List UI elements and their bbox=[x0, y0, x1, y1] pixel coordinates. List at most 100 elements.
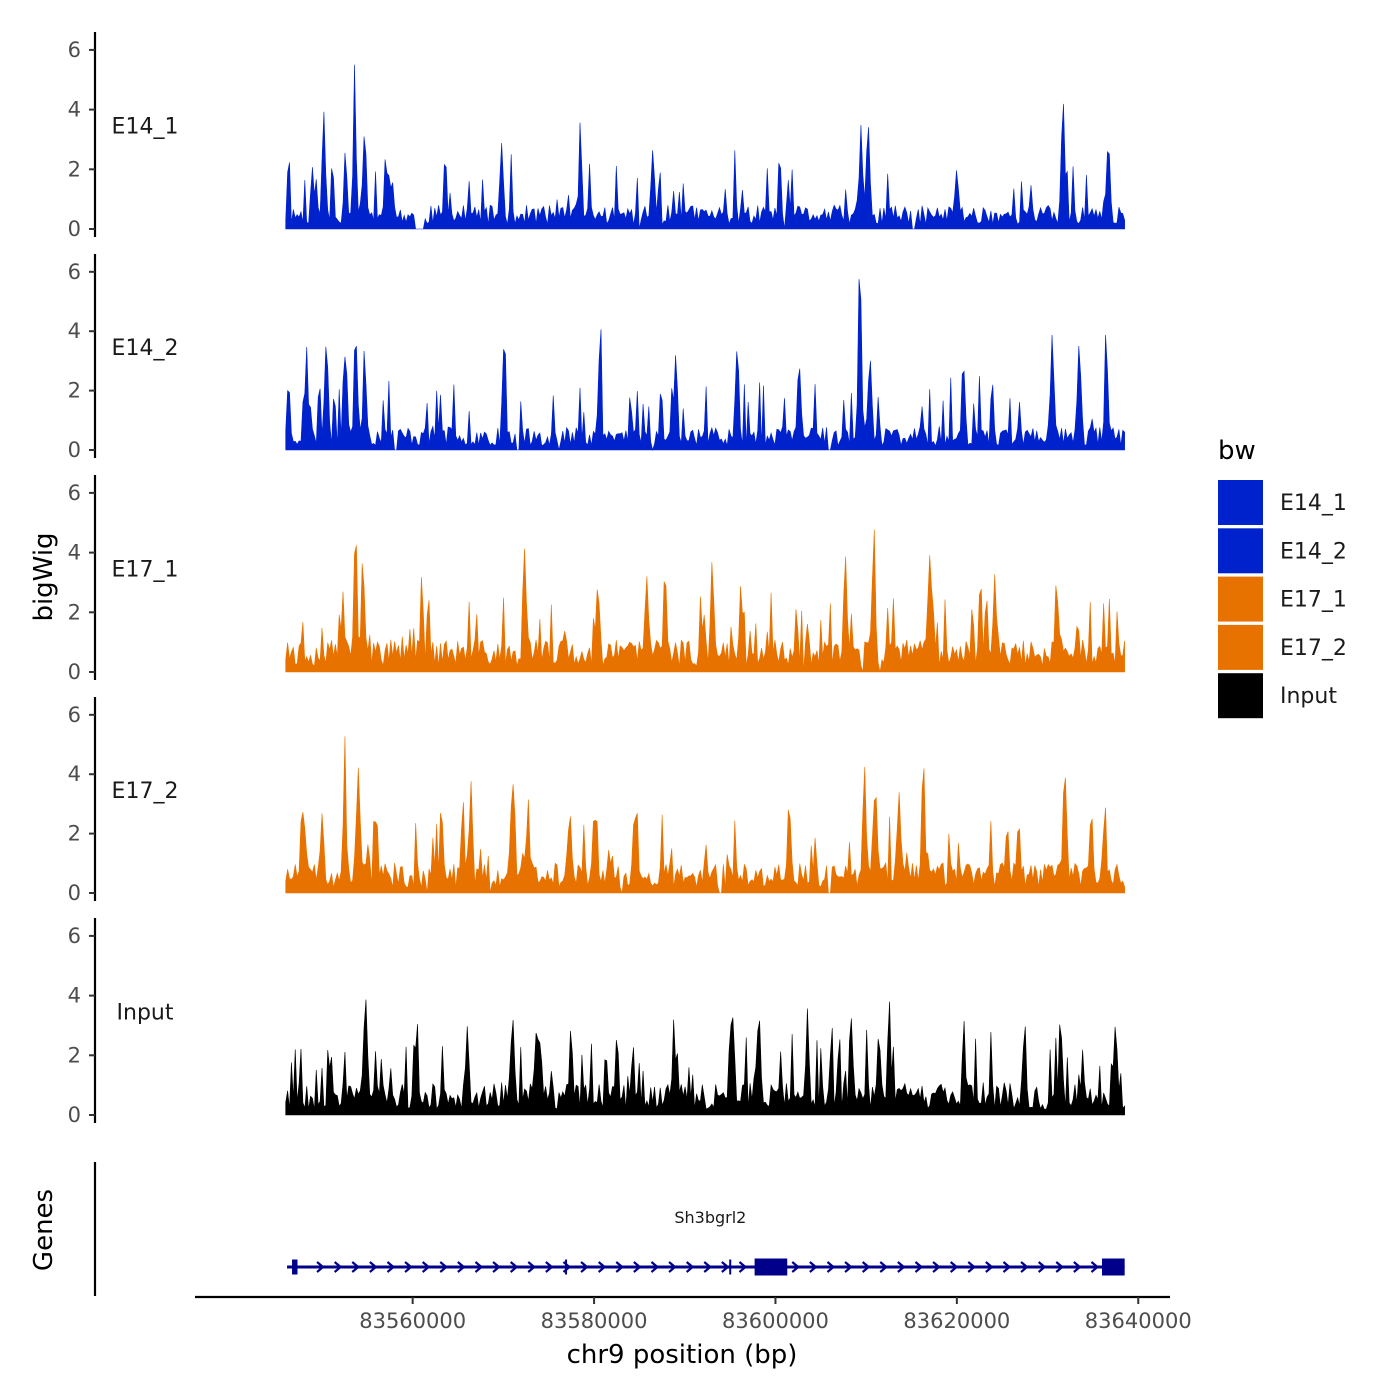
gene-exon bbox=[292, 1259, 298, 1275]
signal-area bbox=[285, 999, 1125, 1116]
strand-arrow bbox=[738, 1261, 748, 1273]
strand-arrow bbox=[703, 1261, 712, 1273]
strand-arrow bbox=[861, 1261, 871, 1273]
strand-arrow bbox=[474, 1261, 484, 1273]
x-tick-label: 83560000 bbox=[359, 1309, 466, 1333]
track-label: E17_1 bbox=[112, 557, 179, 582]
strand-arrow bbox=[914, 1261, 924, 1273]
gene-exon bbox=[729, 1259, 732, 1275]
track-label: E17_2 bbox=[112, 779, 179, 804]
signal-area bbox=[285, 736, 1125, 894]
track-label: E14_2 bbox=[112, 336, 179, 361]
x-tick-label: 83600000 bbox=[722, 1309, 829, 1333]
genes-panel-title: Genes bbox=[29, 1189, 59, 1271]
strand-arrow bbox=[492, 1261, 501, 1273]
strand-arrow bbox=[809, 1261, 818, 1273]
y-tick-label: 6 bbox=[68, 924, 81, 948]
strand-arrow bbox=[527, 1261, 536, 1273]
signal-area bbox=[285, 529, 1125, 673]
legend-label: E14_2 bbox=[1280, 539, 1347, 564]
strand-arrow bbox=[404, 1261, 413, 1273]
strand-arrow bbox=[1090, 1261, 1100, 1273]
y-axis-title: bigWig bbox=[29, 532, 59, 621]
strand-arrow bbox=[615, 1261, 624, 1273]
y-tick-label: 2 bbox=[68, 600, 81, 624]
strand-arrow bbox=[1055, 1261, 1064, 1273]
strand-arrow bbox=[1037, 1261, 1047, 1273]
strand-arrow bbox=[633, 1261, 642, 1273]
y-tick-label: 2 bbox=[68, 1043, 81, 1067]
strand-arrow bbox=[650, 1261, 660, 1273]
strand-arrow bbox=[333, 1261, 343, 1273]
legend-key-e17-2 bbox=[1218, 624, 1263, 670]
x-tick-label: 83580000 bbox=[541, 1309, 648, 1333]
strand-arrow bbox=[949, 1261, 959, 1273]
y-tick-label: 0 bbox=[68, 217, 81, 241]
y-tick-label: 0 bbox=[68, 660, 81, 684]
strand-arrow bbox=[351, 1261, 360, 1273]
gene-name: Sh3bgrl2 bbox=[674, 1208, 746, 1227]
strand-arrow bbox=[879, 1261, 888, 1273]
y-tick-label: 4 bbox=[68, 98, 81, 122]
strand-arrow bbox=[369, 1261, 378, 1273]
gene-exon bbox=[565, 1259, 568, 1275]
x-tick-label: 83640000 bbox=[1085, 1309, 1192, 1333]
strand-arrow bbox=[1073, 1261, 1082, 1273]
strand-arrow bbox=[985, 1261, 994, 1273]
legend-label: Input bbox=[1280, 684, 1337, 709]
signal-area bbox=[285, 64, 1125, 230]
strand-arrow bbox=[421, 1261, 431, 1273]
signal-area bbox=[285, 279, 1125, 452]
track-label: Input bbox=[117, 1000, 174, 1025]
track-e17-2: 0 2 4 6 E17_2 bbox=[68, 697, 1125, 905]
legend-key-input bbox=[1218, 673, 1263, 719]
y-tick-label: 2 bbox=[68, 379, 81, 403]
strand-arrow bbox=[1020, 1261, 1029, 1273]
legend-title: bw bbox=[1218, 436, 1256, 466]
strand-arrow bbox=[457, 1261, 466, 1273]
strand-arrow bbox=[967, 1261, 976, 1273]
y-tick-label: 4 bbox=[68, 319, 81, 343]
legend: bw E14_1 E14_2 E17_1 E17_2 Input bbox=[1218, 436, 1347, 719]
gene-exon bbox=[754, 1258, 788, 1276]
strand-arrow bbox=[685, 1261, 695, 1273]
y-tick-label: 6 bbox=[68, 260, 81, 284]
strand-arrow bbox=[844, 1261, 853, 1273]
strand-arrow bbox=[826, 1261, 836, 1273]
y-tick-label: 4 bbox=[68, 984, 81, 1008]
track-label: E14_1 bbox=[112, 114, 179, 139]
y-tick-label: 6 bbox=[68, 703, 81, 727]
strand-arrow bbox=[791, 1261, 800, 1273]
legend-key-e17-1 bbox=[1218, 576, 1263, 622]
strand-arrow bbox=[545, 1261, 554, 1273]
y-tick-label: 0 bbox=[68, 1103, 81, 1127]
track-e17-1: 0 2 4 6 E17_1 bbox=[68, 475, 1125, 684]
genes-panel: Genes Sh3bgrl2 bbox=[29, 1162, 1125, 1296]
strand-arrow bbox=[721, 1261, 730, 1273]
legend-label: E17_1 bbox=[1280, 588, 1347, 613]
gene-exon bbox=[1101, 1258, 1125, 1276]
y-tick-label: 2 bbox=[68, 157, 81, 181]
legend-key-e14-1 bbox=[1218, 480, 1263, 525]
y-tick-label: 6 bbox=[68, 481, 81, 505]
x-axis: chr9 position (bp) 83560000 83580000 83600… bbox=[195, 1295, 1192, 1370]
y-tick-label: 0 bbox=[68, 438, 81, 462]
strand-arrow bbox=[597, 1261, 607, 1273]
strand-arrow bbox=[932, 1261, 941, 1273]
bigwig-tracks: 0 2 4 6 E14_1 0 2 4 6 E14_2 0 2 4 6 E17_1 0 2 4 6 E17_2 0 2 4 6… bbox=[68, 32, 1125, 1127]
y-tick-label: 6 bbox=[68, 38, 81, 62]
y-tick-label: 0 bbox=[68, 881, 81, 905]
legend-key-e14-2 bbox=[1218, 528, 1263, 574]
strand-arrow bbox=[386, 1261, 396, 1273]
y-tick-label: 4 bbox=[68, 541, 81, 565]
strand-arrow bbox=[509, 1261, 519, 1273]
track-input: 0 2 4 6 Input bbox=[68, 918, 1125, 1127]
y-tick-label: 4 bbox=[68, 762, 81, 786]
legend-label: E17_2 bbox=[1280, 636, 1347, 661]
strand-arrow bbox=[580, 1261, 589, 1273]
x-tick-label: 83620000 bbox=[903, 1309, 1010, 1333]
strand-arrow bbox=[1002, 1261, 1012, 1273]
strand-arrow bbox=[668, 1261, 677, 1273]
strand-arrow bbox=[316, 1261, 325, 1273]
